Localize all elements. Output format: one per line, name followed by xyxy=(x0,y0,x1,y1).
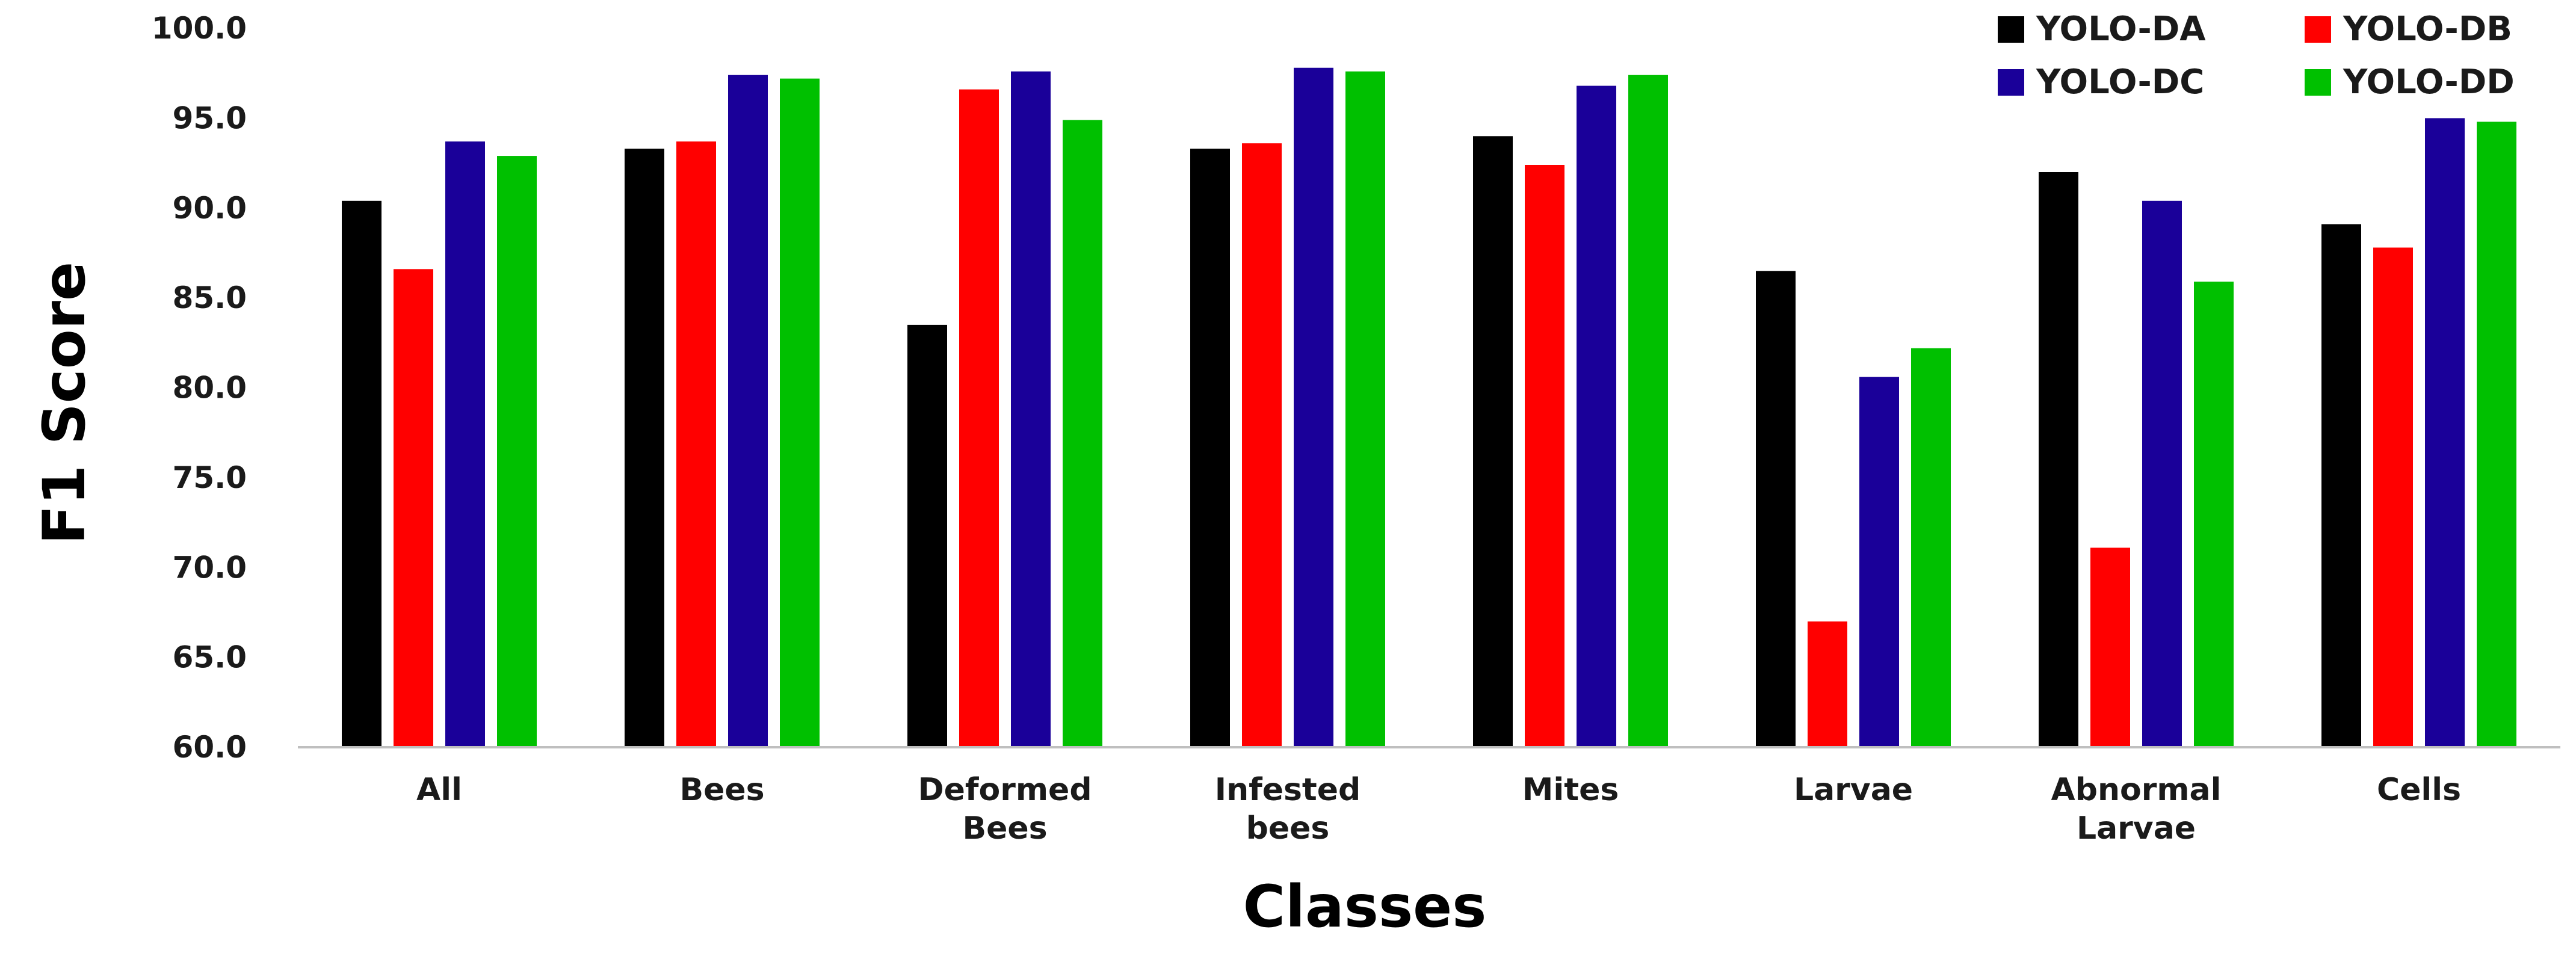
bar-yolo-dc-deformed-bees xyxy=(1011,71,1051,748)
bar-yolo-dd-cells xyxy=(2477,122,2516,747)
x-category-label: Bees xyxy=(679,772,764,808)
bar-yolo-da-mites xyxy=(1473,136,1513,748)
bar-yolo-db-abnormal-larvae xyxy=(2090,547,2130,747)
x-category-label-line: Cells xyxy=(2377,772,2461,808)
bar-yolo-da-bees xyxy=(625,149,664,747)
x-axis-title: Classes xyxy=(1243,873,1487,940)
legend-label-yolo-da: YOLO-DA xyxy=(2036,10,2206,49)
x-category-label: Deformed Bees xyxy=(918,772,1092,847)
x-category-label-line: bees xyxy=(1246,810,1330,847)
bar-yolo-dc-abnormal-larvae xyxy=(2142,200,2182,747)
x-category-label-line: Bees xyxy=(679,772,764,808)
bar-yolo-dc-cells xyxy=(2425,118,2465,747)
y-tick-label: 80.0 xyxy=(173,371,247,406)
bar-yolo-da-abnormal-larvae xyxy=(2039,172,2078,747)
y-tick-label: 85.0 xyxy=(173,280,247,315)
bar-yolo-dc-all xyxy=(445,141,485,747)
legend-label-yolo-db: YOLO-DB xyxy=(2343,10,2512,49)
legend-swatch-yolo-db xyxy=(2305,16,2331,43)
bar-yolo-dd-abnormal-larvae xyxy=(2194,282,2234,747)
y-axis-title: F1 Score xyxy=(31,262,98,544)
x-category-label: Cells xyxy=(2377,772,2461,808)
legend-swatch-yolo-dc xyxy=(1998,69,2024,96)
bar-yolo-db-larvae xyxy=(1808,621,1847,747)
bars xyxy=(342,67,2516,748)
x-category-label-line: Mites xyxy=(1522,772,1619,808)
bar-yolo-db-deformed-bees xyxy=(959,89,999,748)
x-category-label-line: Larvae xyxy=(1794,772,1913,808)
bar-yolo-db-mites xyxy=(1525,165,1564,747)
y-tick-label: 95.0 xyxy=(173,100,247,135)
bar-yolo-da-infested-bees xyxy=(1190,149,1230,747)
bar-yolo-dd-infested-bees xyxy=(1345,71,1385,748)
y-axis-ticks: 60.0 65.0 70.0 75.0 80.0 85.0 90.0 95.0 100.0 xyxy=(152,11,247,765)
bar-yolo-db-cells xyxy=(2373,247,2413,747)
x-category-label-line: Larvae xyxy=(2077,810,2196,847)
y-tick-label: 60.0 xyxy=(173,730,247,765)
y-tick-label: 90.0 xyxy=(173,191,247,226)
legend-swatch-yolo-dd xyxy=(2305,69,2331,96)
legend-label-yolo-dc: YOLO-DC xyxy=(2036,63,2204,102)
bar-yolo-dc-bees xyxy=(728,75,768,748)
y-tick-label: 65.0 xyxy=(173,640,247,675)
bar-yolo-dc-mites xyxy=(1577,85,1616,748)
bar-yolo-dc-larvae xyxy=(1859,377,1899,747)
legend: YOLO-DA YOLO-DB YOLO-DC YOLO-DD xyxy=(1998,10,2515,102)
x-category-label-line: Infested xyxy=(1215,772,1361,808)
y-tick-label: 70.0 xyxy=(173,550,247,585)
bar-yolo-dd-bees xyxy=(780,78,820,748)
legend-label-yolo-dd: YOLO-DD xyxy=(2343,63,2515,102)
bar-yolo-db-bees xyxy=(676,141,716,747)
bar-yolo-dd-mites xyxy=(1628,75,1668,748)
x-category-label: All xyxy=(416,772,462,808)
bar-yolo-dd-all xyxy=(497,156,537,748)
legend-swatch-yolo-da xyxy=(1998,16,2024,43)
x-category-label-line: Deformed xyxy=(918,772,1092,808)
bar-yolo-da-larvae xyxy=(1756,271,1796,747)
x-category-label-line: All xyxy=(416,772,462,808)
bar-yolo-db-infested-bees xyxy=(1242,143,1282,747)
bar-yolo-dc-infested-bees xyxy=(1294,67,1333,748)
bar-yolo-db-all xyxy=(394,269,433,747)
y-tick-label: 100.0 xyxy=(152,11,247,46)
x-category-label-line: Bees xyxy=(962,810,1047,847)
bar-yolo-da-all xyxy=(342,200,381,747)
bar-yolo-da-deformed-bees xyxy=(907,324,947,747)
bar-yolo-dd-larvae xyxy=(1911,348,1951,747)
bar-yolo-dd-deformed-bees xyxy=(1063,120,1102,747)
y-tick-label: 75.0 xyxy=(173,460,247,495)
x-category-label: Larvae xyxy=(1794,772,1913,808)
bar-yolo-da-cells xyxy=(2321,224,2361,748)
x-category-label: Abnormal Larvae xyxy=(2051,772,2222,847)
x-category-label-line: Abnormal xyxy=(2051,772,2222,808)
x-category-label: Mites xyxy=(1522,772,1619,808)
x-category-label: Infested bees xyxy=(1215,772,1361,847)
